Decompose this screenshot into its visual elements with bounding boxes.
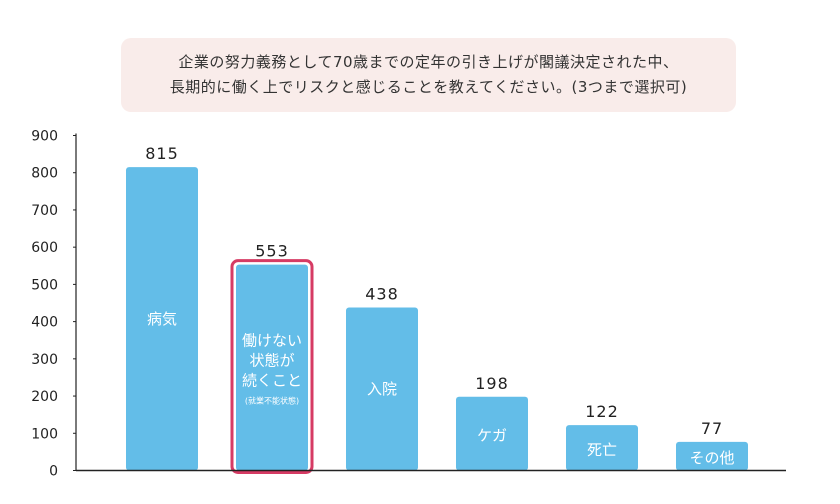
category-label: ケガ [477,427,507,445]
bar [566,425,638,471]
chart-title-line-1: 企業の努力義務として70歳までの定年の引き上げが閣議決定された中、 [178,53,679,71]
y-tick-label: 700 [31,203,58,219]
category-label: 働けない [242,332,302,350]
data-label: 815 [145,144,179,163]
y-tick-label: 800 [31,166,58,182]
bar [676,441,748,471]
bar [126,167,198,471]
y-tick-label: 200 [31,389,58,405]
category-label: 状態が [249,352,294,370]
chart-title-line-2: 長期的に働く上でリスクと感じることを教えてください。(3つまで選択可) [169,78,688,96]
y-tick-label: 900 [31,129,58,145]
category-label: その他 [689,449,734,467]
y-tick-label: 500 [31,277,58,293]
data-label: 122 [585,402,619,421]
data-label: 198 [475,374,509,393]
category-label: 死亡 [587,441,617,459]
data-label: 77 [701,419,723,438]
y-tick-label: 300 [31,352,58,368]
y-tick-label: 400 [31,315,58,331]
bar-highlight-frame [230,259,314,474]
y-tick-label: 0 [49,464,58,480]
category-sublabel: (就業不能状態) [245,396,299,406]
data-label: 438 [365,284,399,303]
category-label: 病気 [147,310,177,328]
bar [236,264,308,471]
chart-title-box: 企業の努力義務として70歳までの定年の引き上げが閣議決定された中、 長期的に働く… [121,38,736,112]
data-label: 553 [255,242,289,261]
y-tick-label: 100 [31,426,58,442]
y-tick-label: 600 [31,240,58,256]
category-label: 続くこと [242,372,302,390]
bar [456,396,528,471]
bar [346,307,418,471]
category-label: 入院 [367,380,397,398]
